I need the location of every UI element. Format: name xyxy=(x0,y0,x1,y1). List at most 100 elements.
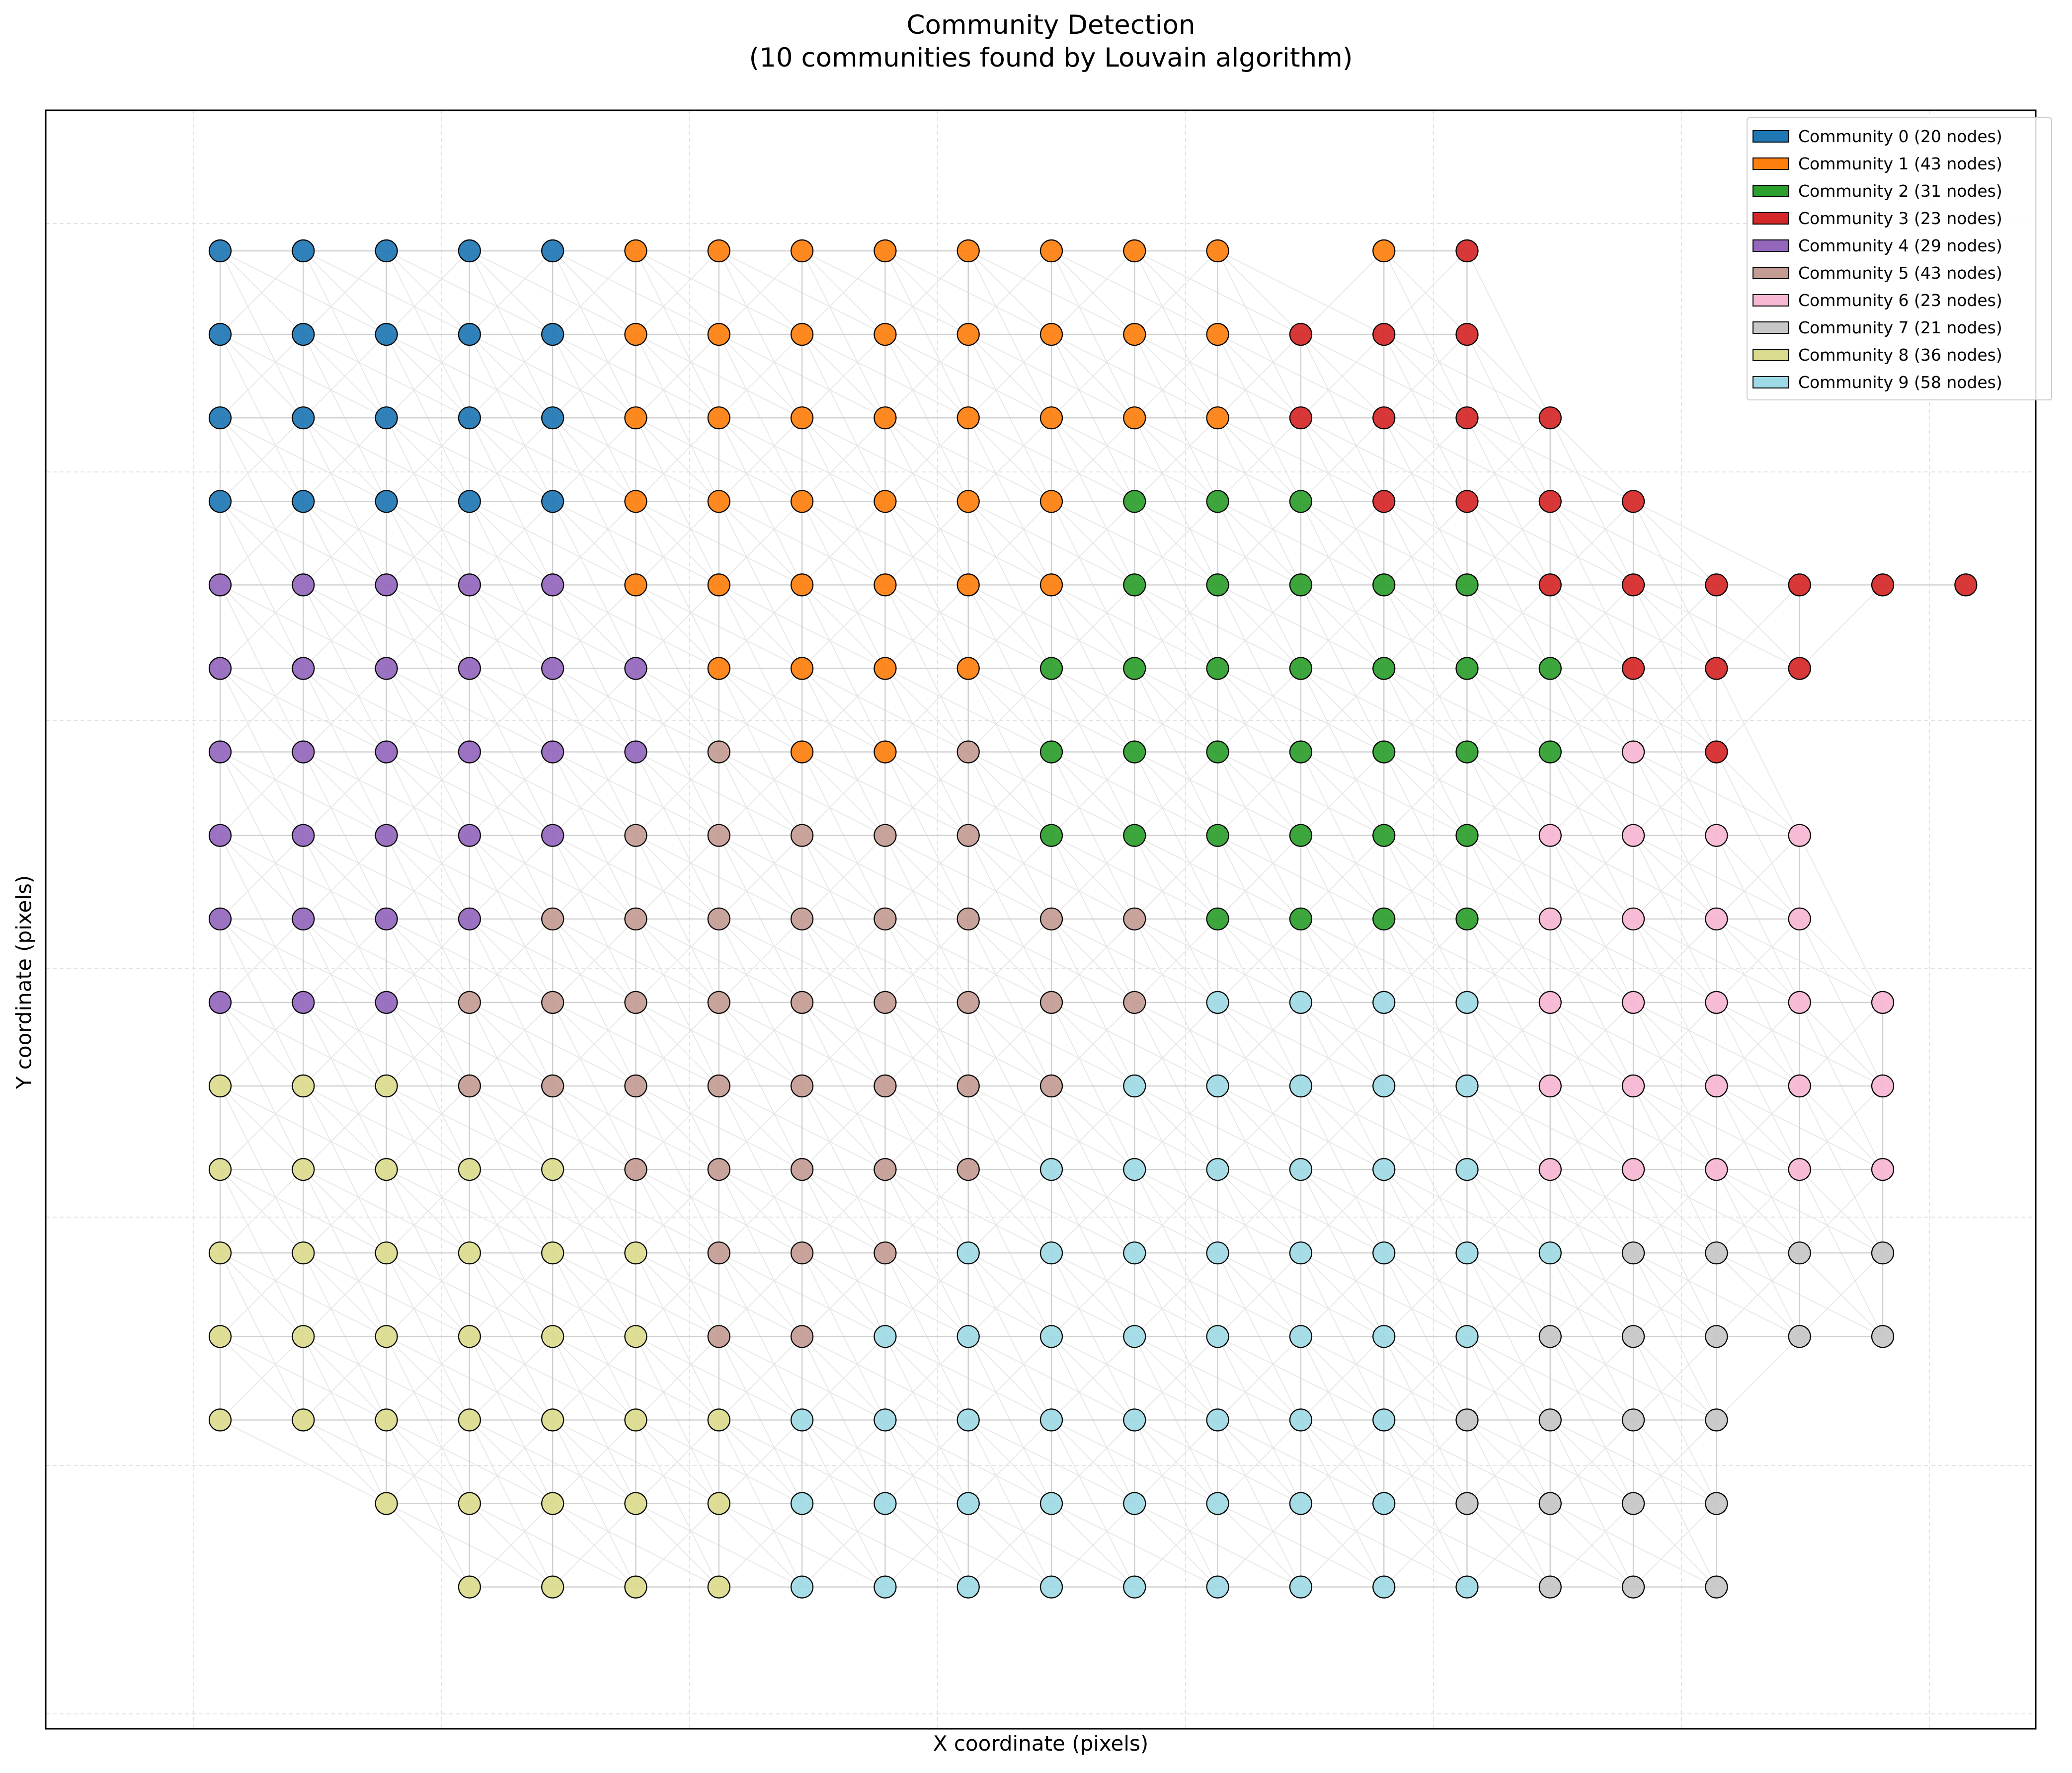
node-community-1 xyxy=(790,239,814,263)
network-edge xyxy=(1217,835,1301,920)
network-edge xyxy=(1134,751,1218,836)
network-edge xyxy=(386,1419,470,1504)
node-community-2 xyxy=(1206,740,1229,764)
node-community-9 xyxy=(1123,1158,1146,1181)
node-community-1 xyxy=(874,740,897,764)
node-community-7 xyxy=(1788,1241,1811,1265)
network-edge xyxy=(386,334,470,418)
node-community-7 xyxy=(1455,1492,1479,1515)
network-edge xyxy=(386,1169,470,1253)
y-axis-label: Y coordinate (pixels) xyxy=(11,875,36,1089)
network-edge xyxy=(1217,1252,1301,1337)
node-community-2 xyxy=(1206,490,1229,513)
network-edge xyxy=(469,1252,553,1337)
network-edge xyxy=(1217,501,1301,586)
node-community-8 xyxy=(375,1241,398,1265)
network-edge xyxy=(220,919,304,1003)
node-community-2 xyxy=(1289,490,1312,513)
node-community-5 xyxy=(624,824,647,847)
node-community-0 xyxy=(375,322,398,346)
network-edge xyxy=(552,1002,637,1086)
node-community-5 xyxy=(790,1074,814,1098)
network-edge xyxy=(884,751,969,836)
network-edge xyxy=(1051,1085,1135,1170)
node-community-9 xyxy=(1372,1575,1396,1599)
network-edge xyxy=(552,1252,637,1337)
network-edge xyxy=(1051,1169,1135,1253)
node-community-1 xyxy=(956,239,980,263)
network-edge xyxy=(1217,751,1301,836)
network-edge xyxy=(552,250,637,335)
node-community-1 xyxy=(707,239,730,263)
node-community-0 xyxy=(375,490,398,513)
network-edge xyxy=(1716,919,1800,1003)
node-community-3 xyxy=(1455,322,1479,346)
node-community-1 xyxy=(956,657,980,680)
network-edge xyxy=(1466,751,1551,836)
network-edge xyxy=(220,501,304,586)
network-edge xyxy=(1633,1002,1717,1086)
network-edge xyxy=(1633,1252,1717,1337)
node-community-2 xyxy=(1039,824,1063,847)
network-edge xyxy=(1633,919,1717,1003)
network-edge xyxy=(1466,1419,1551,1504)
legend-swatch xyxy=(1753,376,1789,388)
network-edge xyxy=(635,1252,719,1337)
network-edge xyxy=(220,1169,304,1253)
network-edge xyxy=(1051,1252,1135,1337)
node-community-9 xyxy=(956,1575,980,1599)
node-community-9 xyxy=(790,1408,814,1432)
node-community-9 xyxy=(874,1408,897,1432)
node-community-0 xyxy=(375,406,398,430)
network-edge xyxy=(1466,334,1551,418)
network-edge xyxy=(718,417,802,502)
legend-label: Community 8 (36 nodes) xyxy=(1798,345,2002,365)
network-edge xyxy=(386,1002,470,1086)
network-edge xyxy=(718,334,802,418)
network-edge xyxy=(1550,1252,1634,1337)
network-edge xyxy=(469,501,553,586)
network-edge xyxy=(1300,919,1384,1003)
node-community-0 xyxy=(541,406,564,430)
node-community-9 xyxy=(1039,1158,1063,1181)
node-community-5 xyxy=(458,1074,481,1098)
network-edge xyxy=(635,1085,719,1170)
network-edge xyxy=(552,1336,637,1421)
network-edge xyxy=(968,1002,1052,1086)
node-community-6 xyxy=(1705,907,1728,930)
node-community-9 xyxy=(1206,1325,1229,1348)
network-edge xyxy=(1051,1419,1135,1504)
node-community-1 xyxy=(1039,239,1063,263)
network-edge xyxy=(635,751,719,836)
node-community-5 xyxy=(707,1241,730,1265)
node-community-2 xyxy=(1372,824,1396,847)
legend-item-community-5: Community 5 (43 nodes) xyxy=(1753,259,2046,287)
network-edge xyxy=(1466,1336,1551,1421)
node-community-8 xyxy=(458,1408,481,1432)
network-edge xyxy=(469,1336,553,1421)
network-edge xyxy=(1633,501,1800,586)
node-community-1 xyxy=(1039,490,1063,513)
node-community-0 xyxy=(541,239,564,263)
node-community-9 xyxy=(1123,1408,1146,1432)
node-community-5 xyxy=(541,991,564,1014)
node-community-0 xyxy=(208,406,232,430)
node-community-5 xyxy=(624,1158,647,1181)
network-edge xyxy=(386,835,470,920)
x-axis-label: X coordinate (pixels) xyxy=(933,1731,1149,1756)
node-community-2 xyxy=(1289,824,1312,847)
legend-label: Community 5 (43 nodes) xyxy=(1798,263,2002,283)
node-community-1 xyxy=(624,322,647,346)
node-community-9 xyxy=(1372,1408,1396,1432)
network-edge xyxy=(386,250,470,335)
network-edge xyxy=(386,584,470,669)
network-edge xyxy=(1051,250,1135,335)
network-edge xyxy=(968,1085,1052,1170)
network-edge xyxy=(303,584,387,669)
node-community-0 xyxy=(541,322,564,346)
network-edge xyxy=(884,1503,969,1588)
network-edge xyxy=(1633,751,1717,836)
node-community-9 xyxy=(1372,991,1396,1014)
node-community-4 xyxy=(208,740,232,764)
legend-item-community-9: Community 9 (58 nodes) xyxy=(1753,369,2046,396)
